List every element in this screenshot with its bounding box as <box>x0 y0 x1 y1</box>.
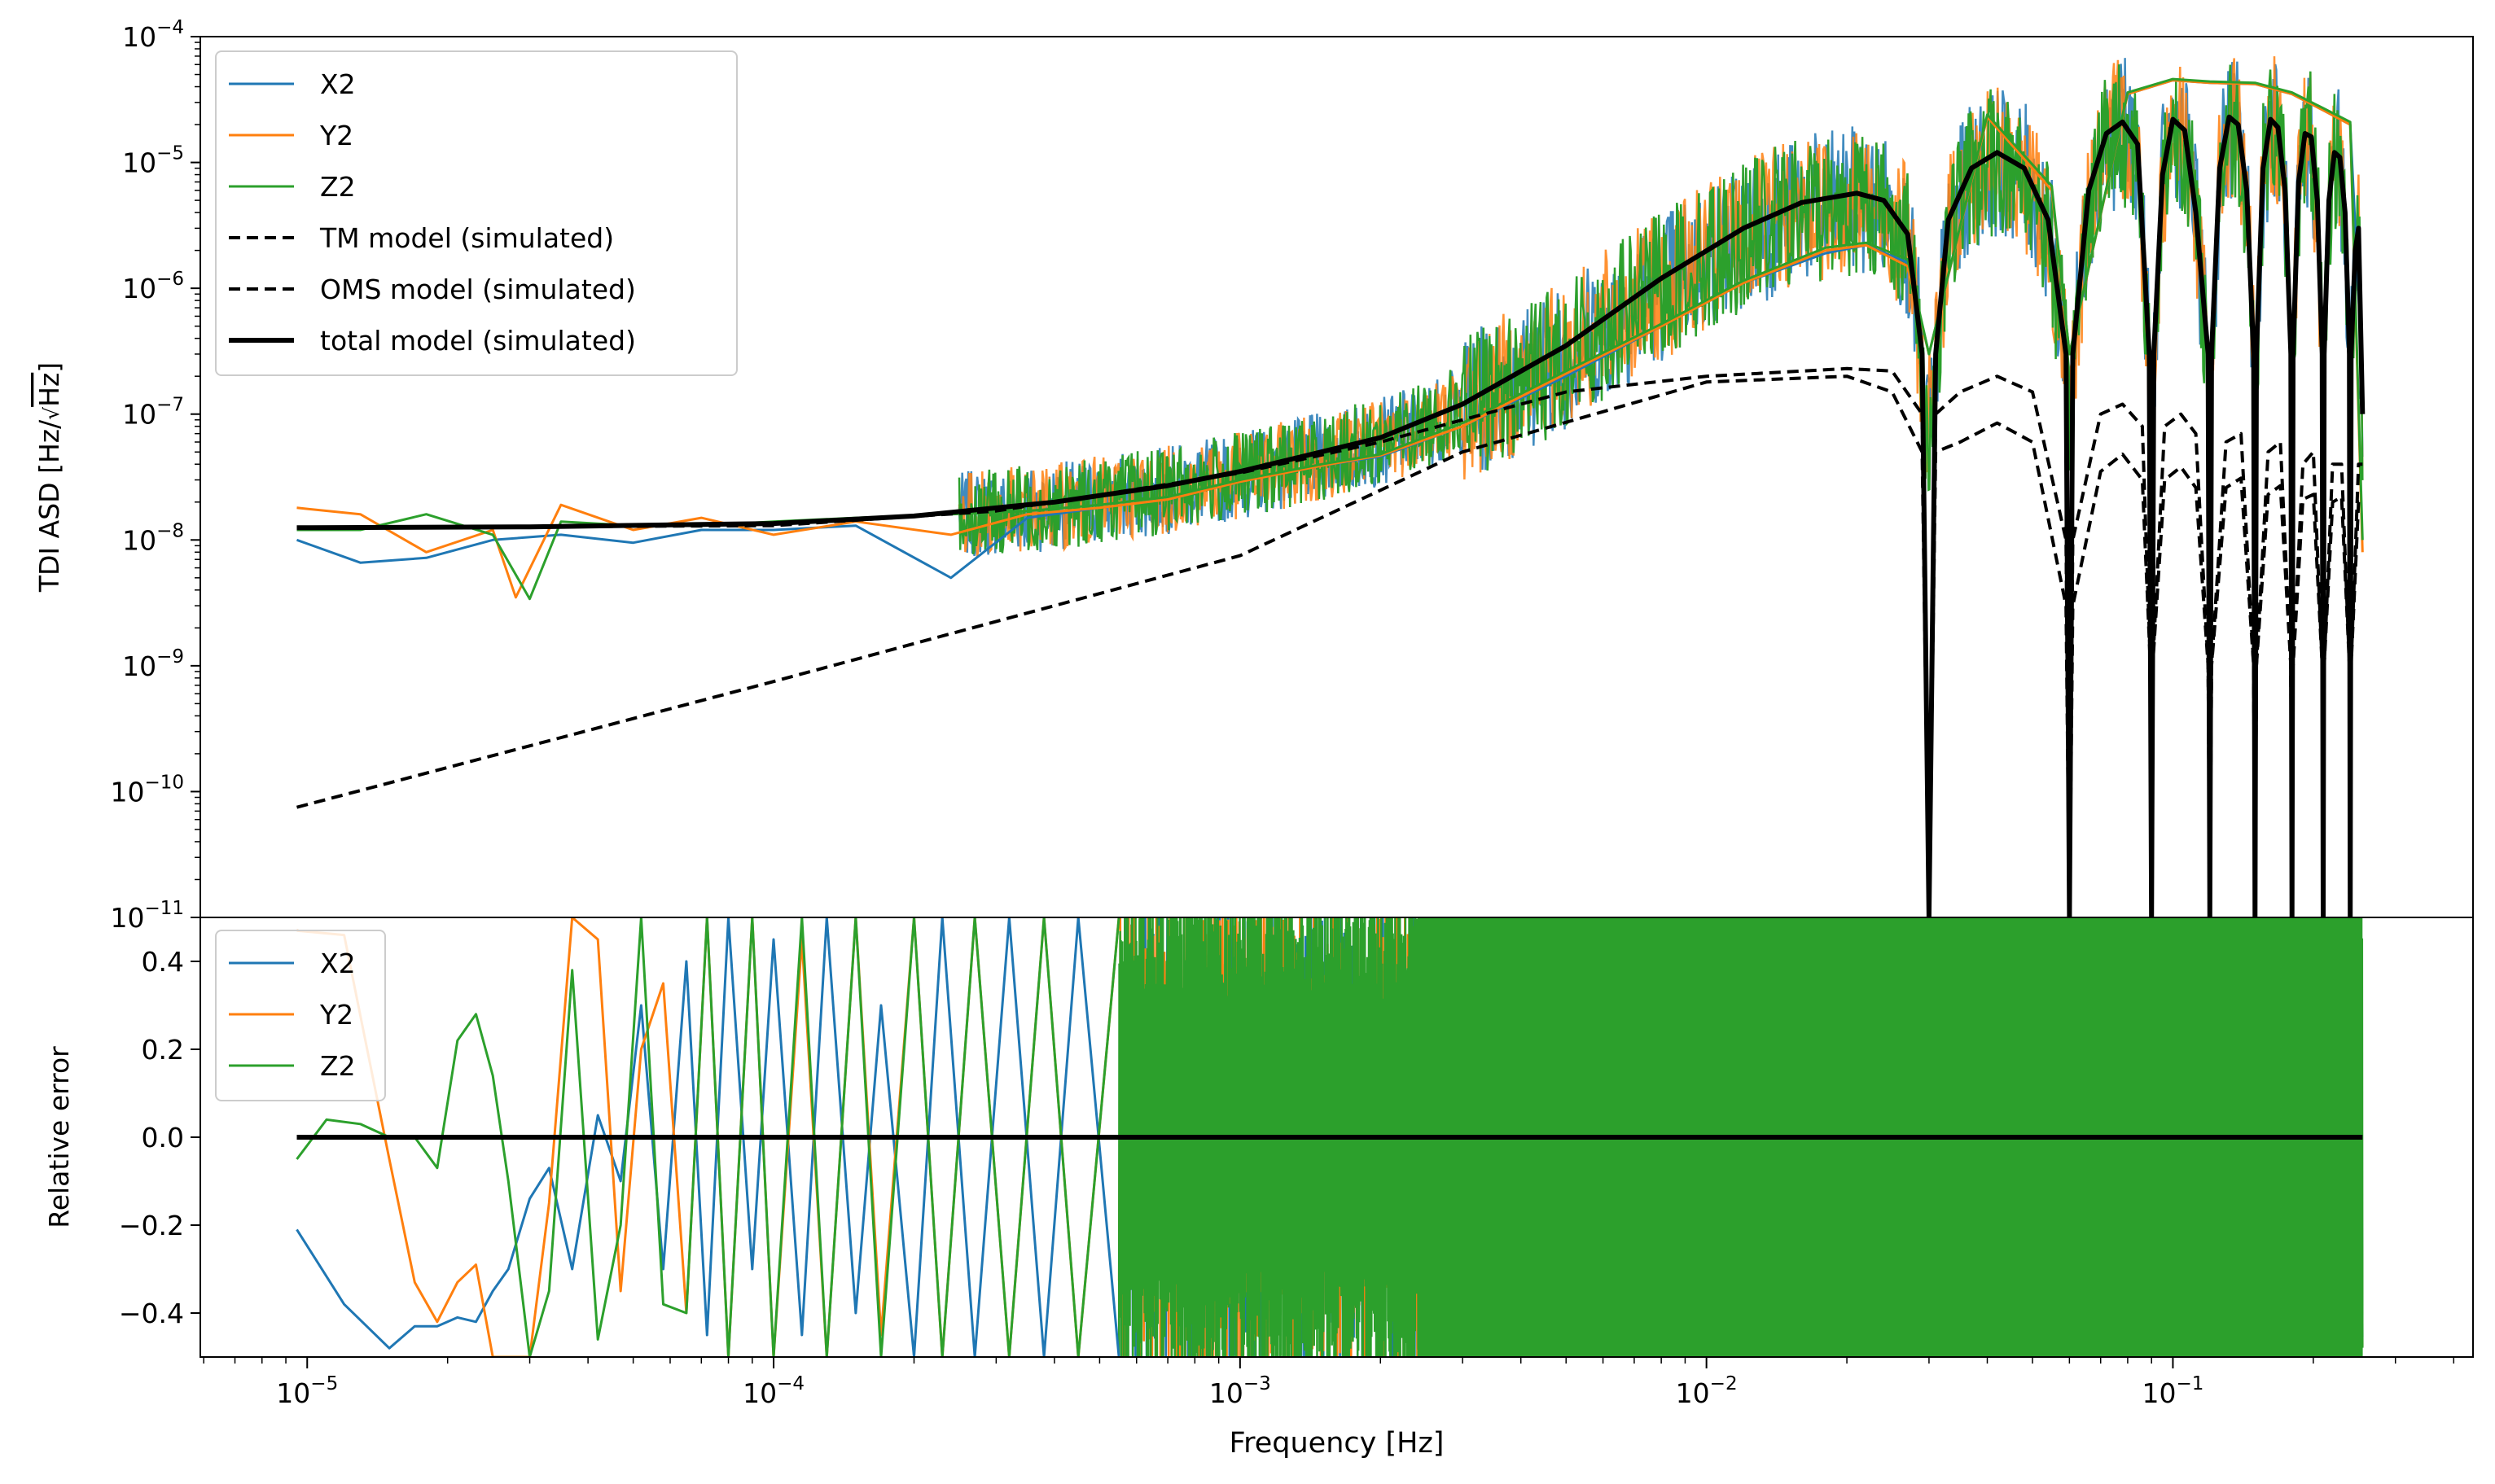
bottom-legend-box <box>215 930 386 1101</box>
top-ytick-label-6: 10−5 <box>122 143 184 179</box>
bottom-ytick-label-3: 0.2 <box>142 1034 184 1066</box>
bottom-series-z2 <box>296 917 1120 1357</box>
top-ytick-label-4: 10−7 <box>122 395 184 431</box>
bottom-plot-area <box>296 917 2364 1357</box>
axis-labels: TDI ASD [Hz/√Hz] Relative error Frequency … <box>33 362 1444 1460</box>
top-legend-label-4: OMS model (simulated) <box>320 274 636 305</box>
top-ytick-label-7: 10−4 <box>122 17 184 53</box>
bottom-series-x2 <box>296 917 1120 1357</box>
top-series-total-model-simulated- <box>296 114 2366 917</box>
legends: X2 Y2 Z2 TM model (simulated) OMS model (sim… <box>215 50 738 1101</box>
bottom-ytick-label-4: 0.4 <box>142 946 184 978</box>
top-legend-label-2: Z2 <box>320 171 356 203</box>
xtick-label-1: 10−4 <box>743 1373 805 1409</box>
top-ytick-label-2: 10−9 <box>122 646 184 682</box>
bottom-ytick-label-0: −0.4 <box>119 1298 184 1329</box>
bottom-legend-label-0: X2 <box>320 948 356 979</box>
bottom-ytick-label-2: 0.0 <box>142 1122 184 1153</box>
bottom-ytick-label-1: −0.2 <box>119 1210 184 1241</box>
bottom-ylabel: Relative error <box>43 1046 75 1228</box>
top-ytick-label-5: 10−6 <box>122 269 184 304</box>
xtick-label-0: 10−5 <box>276 1373 338 1409</box>
axis-ticks: 10−11 10−10 10−9 10−8 10−7 10−6 10−5 10−4 −0.4 −0… <box>110 17 2455 1409</box>
top-ytick-label-0: 10−11 <box>110 898 184 934</box>
top-legend-label-5: total model (simulated) <box>320 325 636 357</box>
top-ytick-label-1: 10−10 <box>110 772 184 808</box>
top-legend-label-1: Y2 <box>319 120 353 151</box>
top-legend-label-3: TM model (simulated) <box>319 222 614 254</box>
top-plot-area <box>296 56 2366 917</box>
xtick-label-2: 10−3 <box>1209 1373 1271 1409</box>
bottom-legend-label-1: Y2 <box>319 999 353 1031</box>
bottom-legend-label-2: Z2 <box>320 1050 356 1082</box>
top-ylabel: TDI ASD [Hz/√Hz] <box>33 362 65 593</box>
top-ytick-label-3: 10−8 <box>122 520 184 556</box>
top-legend-box <box>215 50 738 376</box>
top-legend-label-0: X2 <box>320 68 356 100</box>
xtick-label-3: 10−2 <box>1676 1373 1738 1409</box>
xlabel: Frequency [Hz] <box>1230 1427 1445 1460</box>
xtick-label-4: 10−1 <box>2142 1373 2203 1409</box>
